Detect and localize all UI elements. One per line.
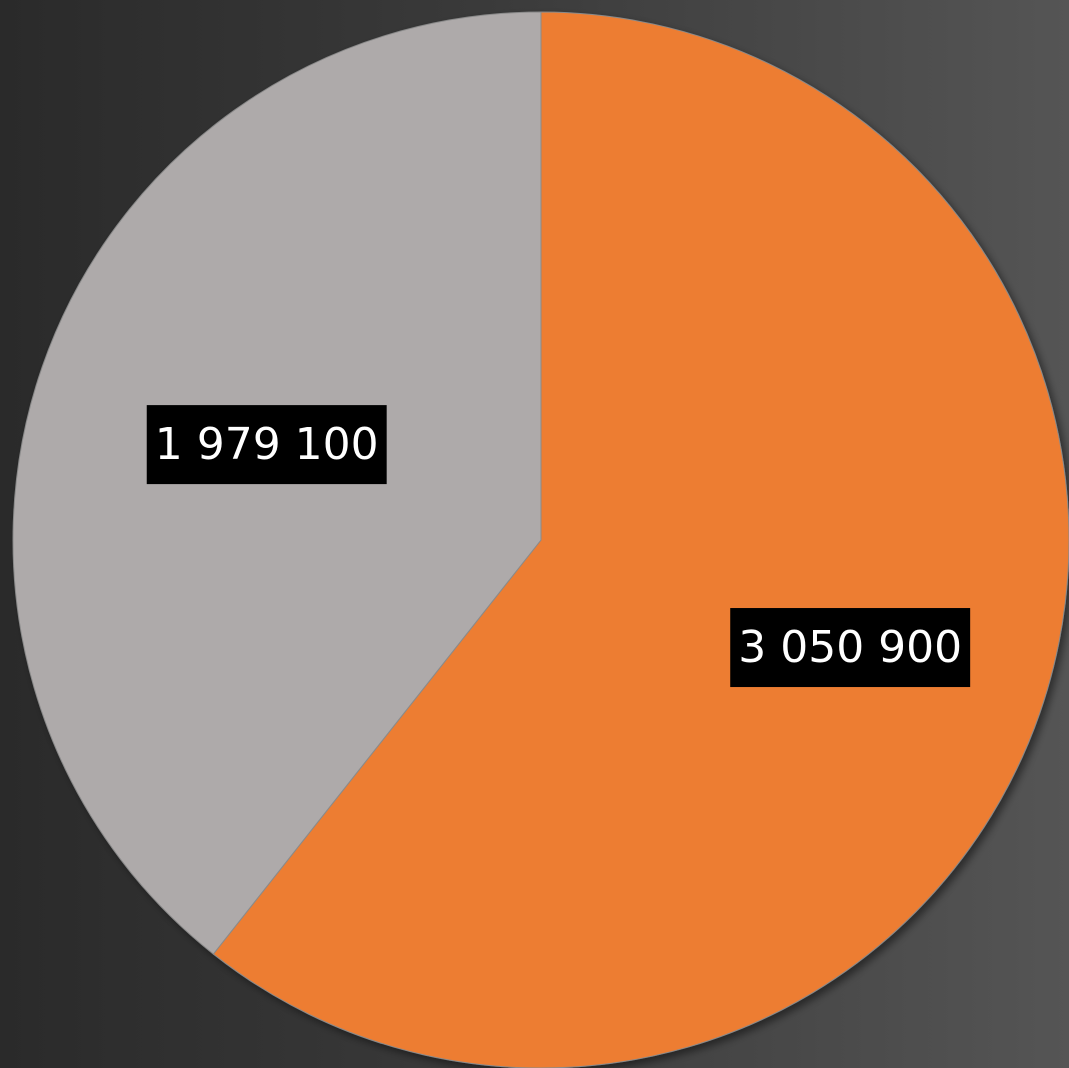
data-label-background <box>146 405 387 485</box>
data-label-text: 3 050 900 <box>738 622 962 673</box>
pie-slice <box>212 11 1069 1068</box>
data-label: 3 050 900 <box>730 608 971 688</box>
data-label-text: 1 979 100 <box>155 419 379 470</box>
data-label: 1 979 100 <box>146 405 387 485</box>
data-labels: 3 050 900 1 979 100 <box>146 405 971 688</box>
data-label-background <box>730 608 971 688</box>
pie-slices <box>12 11 1069 1068</box>
